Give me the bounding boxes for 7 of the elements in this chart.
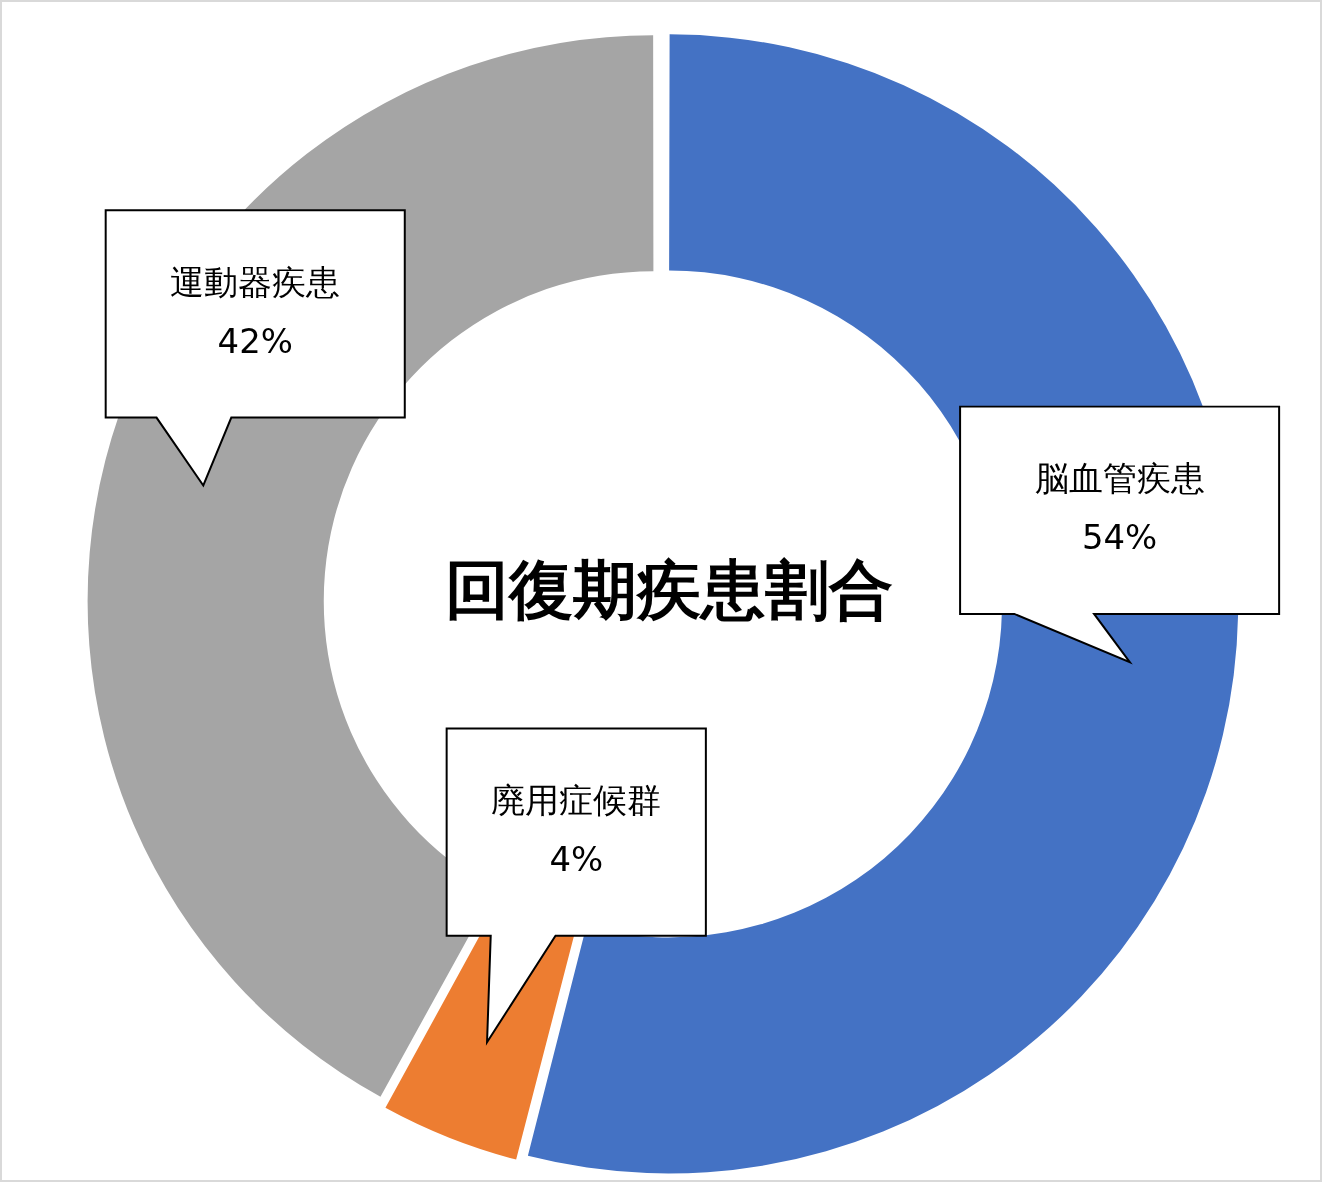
slice-label: 廃用症候群 (491, 781, 662, 821)
slice-label: 脳血管疾患 (1034, 459, 1205, 499)
data-label: 54% (1081, 517, 1158, 557)
slice-label: 運動器疾患 (170, 262, 341, 302)
data-label: 4% (549, 839, 604, 879)
text: 回復期疾患割合 (444, 552, 894, 627)
data-label: 42% (217, 321, 293, 361)
